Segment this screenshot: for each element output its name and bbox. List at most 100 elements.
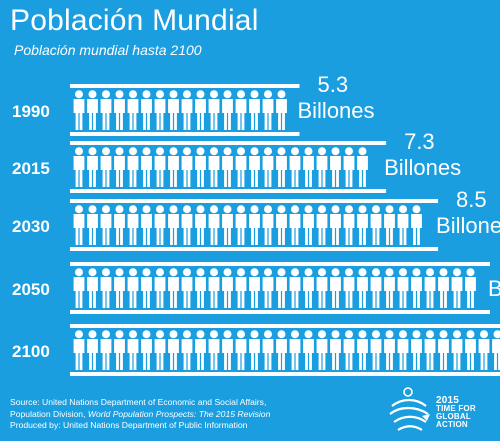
unit-label: Billones [297,98,374,123]
person-icon [317,268,328,308]
bar-2100 [70,324,500,376]
person-icon [330,147,341,187]
person-icon [155,147,166,187]
person-icon [465,330,476,370]
value-label: 7.3 [404,129,435,154]
person-icon [209,330,220,370]
person-icon [222,330,233,370]
person-icon [276,268,287,308]
person-icon [398,330,409,370]
person-icon [128,147,139,187]
person-icon [344,147,355,187]
person-icon [236,90,247,130]
person-icon [384,205,395,245]
person-icon [438,268,449,308]
global-goals-logo: 2015 TIME FOR GLOBAL ACTION [386,386,498,436]
person-icon [101,330,112,370]
person-icon [479,330,490,370]
person-icon [209,268,220,308]
person-icon [74,268,85,308]
bar-2015 [70,141,386,193]
person-icon [398,268,409,308]
person-icon [344,205,355,245]
chart-row-2100: 210011.2Billones [12,312,500,376]
person-icon [276,205,287,245]
person-icon [263,147,274,187]
person-icon [357,268,368,308]
person-icon [195,90,206,130]
person-icon [222,90,233,130]
person-icon [168,90,179,130]
person-icon [101,205,112,245]
person-icon [141,205,152,245]
person-icon [425,330,436,370]
person-icon [263,205,274,245]
person-icon [357,205,368,245]
person-icon [303,205,314,245]
person-icon [128,268,139,308]
bar-1990 [70,84,299,136]
person-icon [317,147,328,187]
person-icon [249,330,260,370]
person-icon [128,330,139,370]
person-icon [155,330,166,370]
person-icon [195,147,206,187]
person-icon [195,205,206,245]
person-icon [87,330,98,370]
source-line-2: Population Division, World Population Pr… [10,409,270,421]
person-icon [452,330,463,370]
person-icon [74,330,85,370]
person-icon [87,147,98,187]
person-icon [155,205,166,245]
source-line-3: Produced by: United Nations Department o… [10,420,270,432]
person-icon [330,268,341,308]
person-icon [249,205,260,245]
person-icon [330,330,341,370]
person-icon [74,90,85,130]
person-icon [236,330,247,370]
category-label: 2015 [12,159,50,178]
person-icon [182,90,193,130]
category-label: 2050 [12,280,50,299]
bar-2050 [70,262,490,314]
person-icon [276,330,287,370]
person-icon [290,330,301,370]
value-label: 5.3 [317,72,348,97]
person-icon [87,90,98,130]
person-icon [222,147,233,187]
person-icon [384,268,395,308]
logo-line-2: GLOBAL ACTION [436,413,498,429]
person-icon [384,330,395,370]
logo-text: 2015 TIME FOR GLOBAL ACTION [436,397,498,429]
person-icon [114,90,125,130]
person-icon [236,205,247,245]
person-icon [249,90,260,130]
source-note: Source: United Nations Department of Eco… [10,397,270,432]
person-icon [425,268,436,308]
person-icon [357,330,368,370]
bar-2030 [70,199,438,251]
person-icon [303,268,314,308]
person-icon [371,205,382,245]
person-icon [168,205,179,245]
person-icon [74,147,85,187]
person-icon [411,205,422,245]
person-icon [344,330,355,370]
global-goals-logo-icon [386,386,436,436]
person-icon [155,268,166,308]
person-icon [492,330,500,370]
person-icon [128,205,139,245]
person-icon [357,147,368,187]
person-icon [263,330,274,370]
person-icon [222,205,233,245]
person-icon [371,330,382,370]
chart-row-2050: 20509.7Billones [12,250,500,314]
person-icon [141,268,152,308]
person-icon [209,205,220,245]
person-icon [438,330,449,370]
person-icon [236,147,247,187]
person-icon [263,90,274,130]
unit-label: Billones [488,276,500,301]
person-icon [114,268,125,308]
